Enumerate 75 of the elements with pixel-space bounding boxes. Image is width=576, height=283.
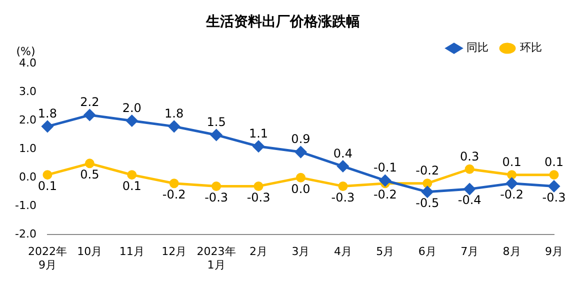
y-axis-title: (%) [16, 45, 36, 58]
x-tick-label: 2月 [250, 245, 268, 258]
data-label: 0.5 [80, 168, 100, 182]
x-tick-label: 5月 [376, 245, 394, 258]
x-tick-label: 7月 [460, 245, 479, 258]
point [84, 109, 96, 121]
point [379, 174, 391, 186]
x-tick-label: 10月 [77, 245, 102, 258]
chart-title: 生活资料出厂价格涨跌幅 [205, 14, 360, 30]
point [42, 170, 52, 180]
data-label: 2.2 [80, 95, 100, 110]
point [422, 186, 434, 198]
y-tick-label: 2.0 [18, 114, 36, 127]
data-label: -0.3 [542, 190, 566, 204]
point [464, 183, 476, 195]
data-label: 0.0 [291, 182, 310, 196]
point [210, 129, 222, 141]
y-tick-label: -2.0 [14, 227, 36, 240]
data-label: 0.4 [333, 146, 352, 160]
point [506, 178, 518, 190]
x-tick-label: 2022年 9月 [28, 245, 67, 272]
data-label: 0.1 [502, 154, 522, 169]
point [252, 140, 264, 152]
point [84, 158, 94, 168]
y-tick-label: -1.0 [14, 198, 36, 212]
data-label: 0.1 [122, 178, 142, 193]
data-label: -0.5 [416, 196, 440, 210]
point [422, 178, 432, 188]
point [338, 181, 348, 191]
data-label: -0.2 [416, 163, 440, 178]
data-label: 0.3 [460, 149, 480, 164]
data-label: -0.4 [458, 193, 482, 208]
x-tick-label: 6月 [418, 245, 436, 258]
legend-label: 同比 [466, 41, 488, 54]
point [549, 170, 559, 180]
y-tick-label: 0.0 [18, 170, 36, 184]
data-label: -0.2 [162, 187, 186, 202]
data-label: 0.1 [544, 154, 564, 169]
point [254, 181, 264, 191]
data-label: -0.2 [500, 187, 524, 202]
point [169, 178, 179, 188]
data-label: 0.9 [291, 132, 310, 146]
x-tick-label: 4月 [334, 245, 352, 258]
point [42, 120, 54, 132]
point [168, 120, 180, 132]
x-tick-label: 3月 [292, 245, 310, 258]
point [507, 170, 517, 180]
x-tick-label: 8月 [502, 245, 521, 258]
data-label: 1.5 [206, 115, 226, 130]
data-label: -0.1 [373, 160, 397, 175]
data-label: 2.0 [122, 100, 142, 115]
x-tick-label: 12月 [162, 245, 187, 258]
data-label: -0.2 [373, 187, 397, 202]
point [127, 170, 137, 180]
data-label: 0.1 [38, 178, 58, 193]
point [548, 180, 560, 192]
data-label: -0.3 [204, 190, 228, 204]
data-label: 1.8 [38, 106, 58, 121]
point [296, 172, 306, 182]
point [464, 164, 474, 174]
data-label: -0.3 [331, 190, 355, 204]
x-tick-label: 2023年 1月 [196, 245, 236, 272]
y-tick-label: 4.0 [18, 56, 36, 70]
data-label: 1.8 [164, 106, 184, 121]
y-tick-label: 3.0 [18, 85, 36, 98]
point [337, 160, 349, 172]
y-tick-label: 1.0 [18, 142, 36, 156]
point [212, 181, 222, 191]
point [126, 114, 138, 126]
x-tick-label: 9月 [545, 245, 563, 258]
legend-label: 环比 [520, 41, 542, 54]
data-label: -0.3 [246, 190, 270, 204]
x-tick-label: 11月 [119, 245, 144, 258]
data-label: 1.1 [248, 126, 268, 140]
point [294, 146, 306, 158]
